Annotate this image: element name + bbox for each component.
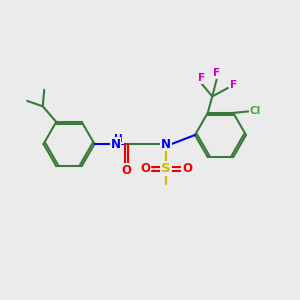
Text: O: O: [182, 162, 192, 175]
Text: F: F: [198, 74, 205, 83]
Text: O: O: [122, 164, 132, 177]
Text: O: O: [140, 162, 150, 175]
Text: N: N: [161, 137, 171, 151]
Text: S: S: [161, 162, 171, 175]
Text: N: N: [110, 137, 121, 151]
Text: Cl: Cl: [250, 106, 261, 116]
Text: F: F: [230, 80, 237, 90]
Text: F: F: [213, 68, 220, 78]
Text: H: H: [114, 134, 123, 144]
